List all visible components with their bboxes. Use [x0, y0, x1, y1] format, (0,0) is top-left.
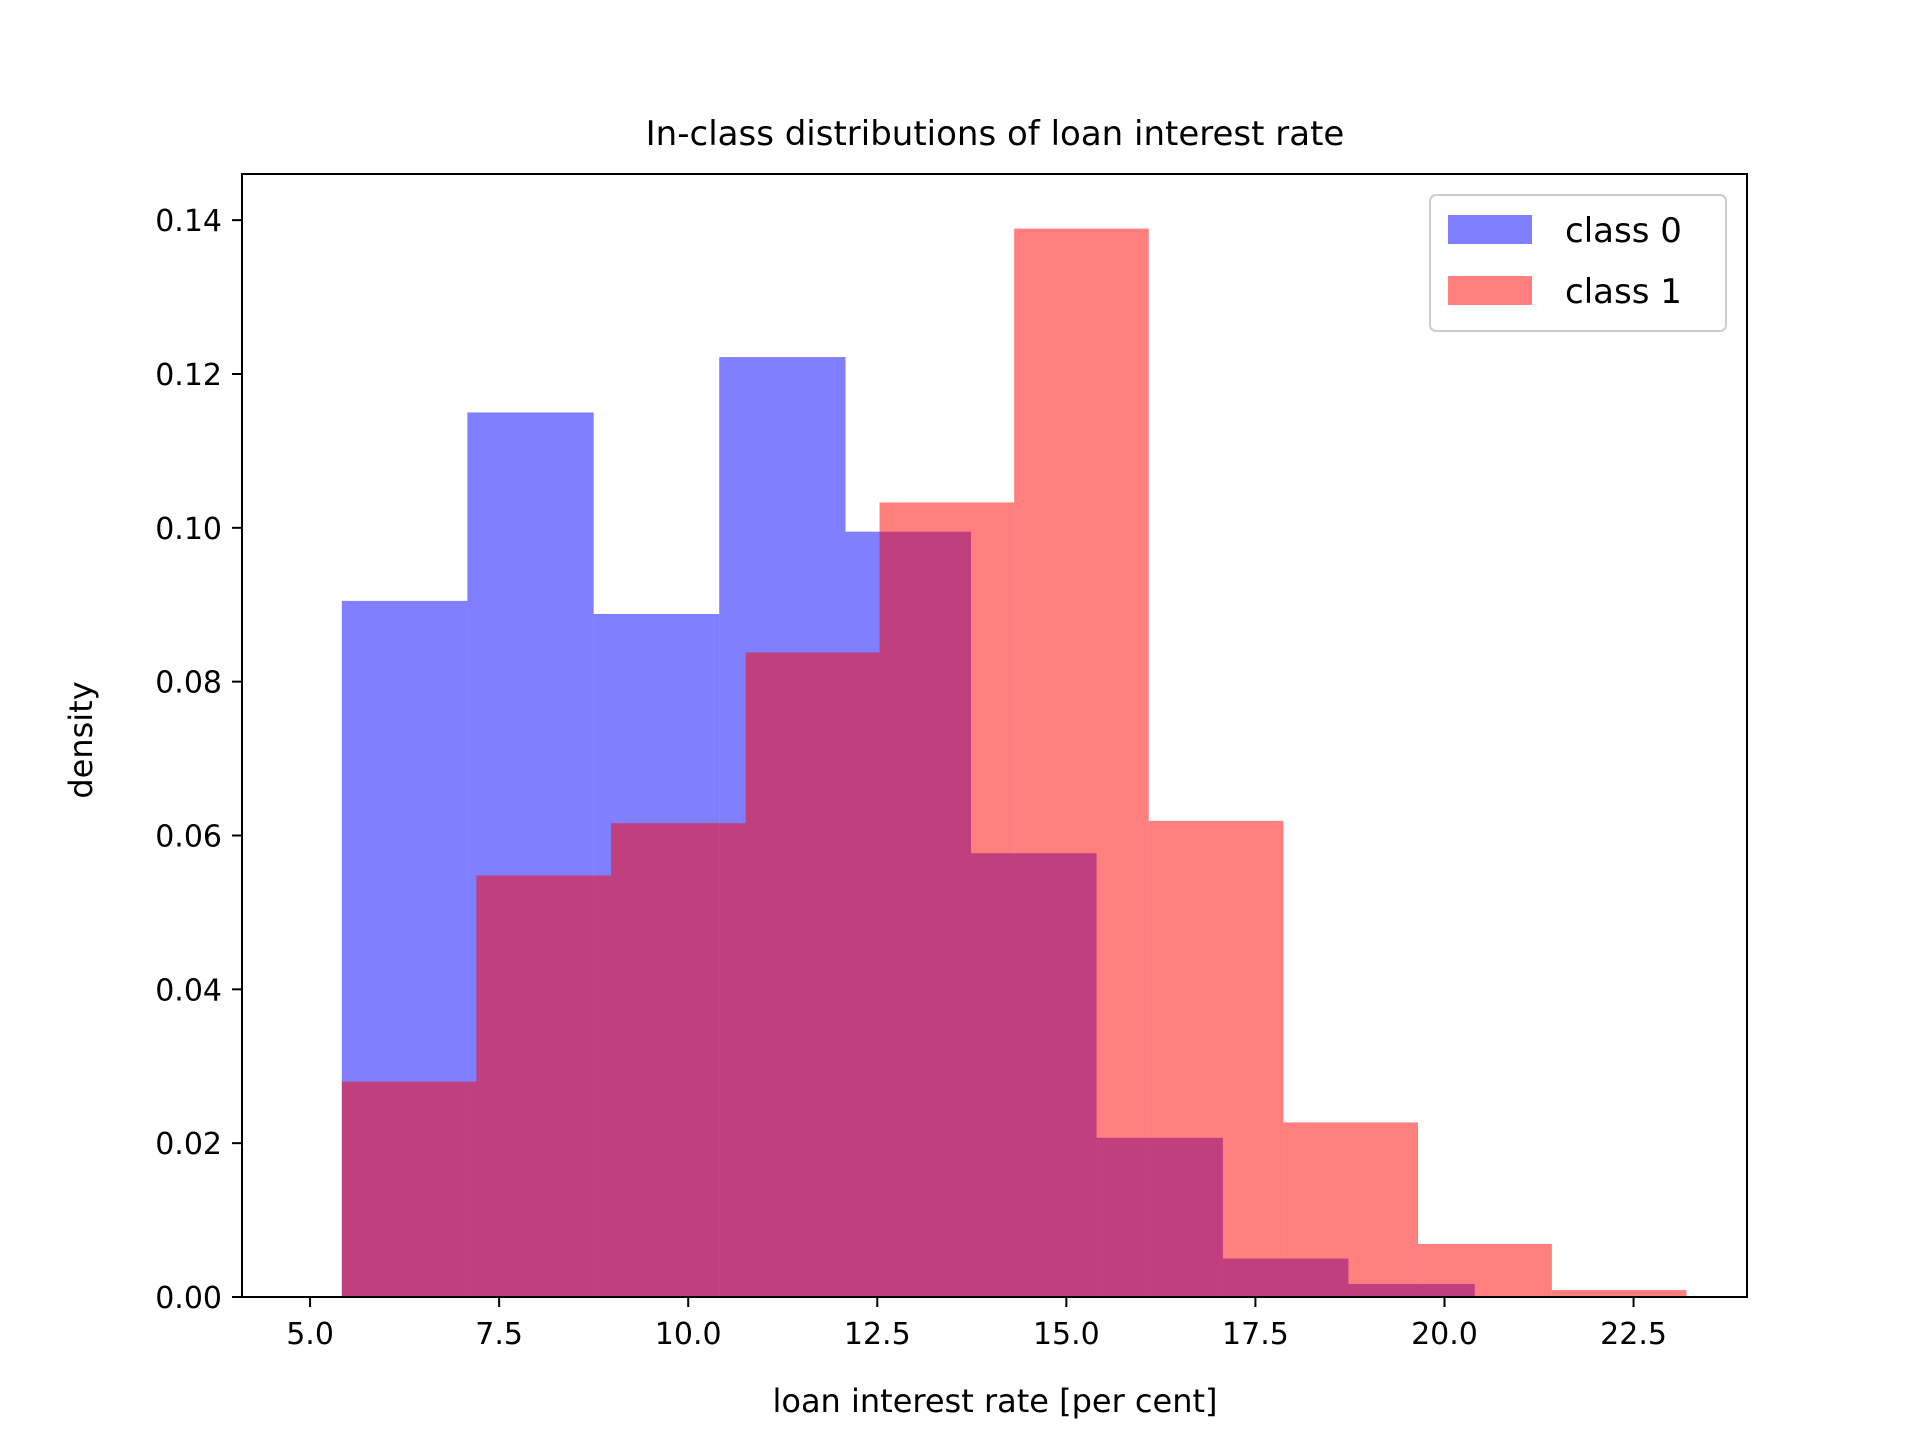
bar-class-1-bin-3	[745, 652, 880, 1297]
bar-class-1-bin-1	[476, 875, 612, 1297]
bar-class-1-bin-6	[1148, 820, 1284, 1297]
y-tick-label: 0.10	[155, 512, 222, 547]
legend-swatch-class-0	[1448, 215, 1532, 244]
bar-class-1-bin-9	[1551, 1290, 1687, 1297]
y-tick-label: 0.02	[155, 1127, 222, 1162]
bar-class-1-bin-8	[1418, 1243, 1552, 1297]
y-tick-label: 0.06	[155, 819, 222, 854]
bars-layer	[341, 228, 1687, 1297]
x-tick-label: 20.0	[1411, 1317, 1478, 1352]
x-tick-label: 5.0	[286, 1317, 334, 1352]
x-tick-label: 10.0	[655, 1317, 722, 1352]
legend-label-class-0: class 0	[1565, 211, 1682, 251]
bar-class-1-bin-2	[611, 823, 746, 1297]
x-tick-label: 7.5	[475, 1317, 523, 1352]
y-tick-label: 0.04	[155, 973, 222, 1008]
bar-class-1-bin-4	[879, 502, 1015, 1297]
x-tick-label: 15.0	[1033, 1317, 1100, 1352]
y-tick-label: 0.08	[155, 666, 222, 701]
bar-class-1-bin-0	[341, 1081, 477, 1297]
legend-swatch-class-1	[1448, 276, 1532, 305]
legend-label-class-1: class 1	[1565, 272, 1682, 312]
y-tick-label: 0.00	[155, 1281, 222, 1316]
plot-area-frame	[241, 173, 1748, 1298]
x-axis-label: loan interest rate [per cent]	[772, 1382, 1217, 1420]
y-tick-label: 0.14	[155, 204, 222, 239]
x-tick-label: 22.5	[1600, 1317, 1667, 1352]
y-tick-label: 0.12	[155, 358, 222, 393]
x-axis-ticks: 5.0 7.5 10.0 12.5 15.0 17.5 20.0 22.5	[286, 1297, 1667, 1352]
bar-class-1-bin-7	[1283, 1122, 1419, 1297]
x-tick-label: 12.5	[844, 1317, 911, 1352]
chart-title: In-class distributions of loan interest …	[646, 114, 1345, 154]
legend: class 0 class 1	[1429, 194, 1727, 332]
y-axis-label: density	[62, 681, 100, 798]
x-tick-label: 17.5	[1222, 1317, 1289, 1352]
bar-class-1-bin-5	[1014, 228, 1149, 1297]
y-axis-ticks: 0.00 0.02 0.04 0.06 0.08 0.10 0.12 0.14	[155, 204, 242, 1316]
